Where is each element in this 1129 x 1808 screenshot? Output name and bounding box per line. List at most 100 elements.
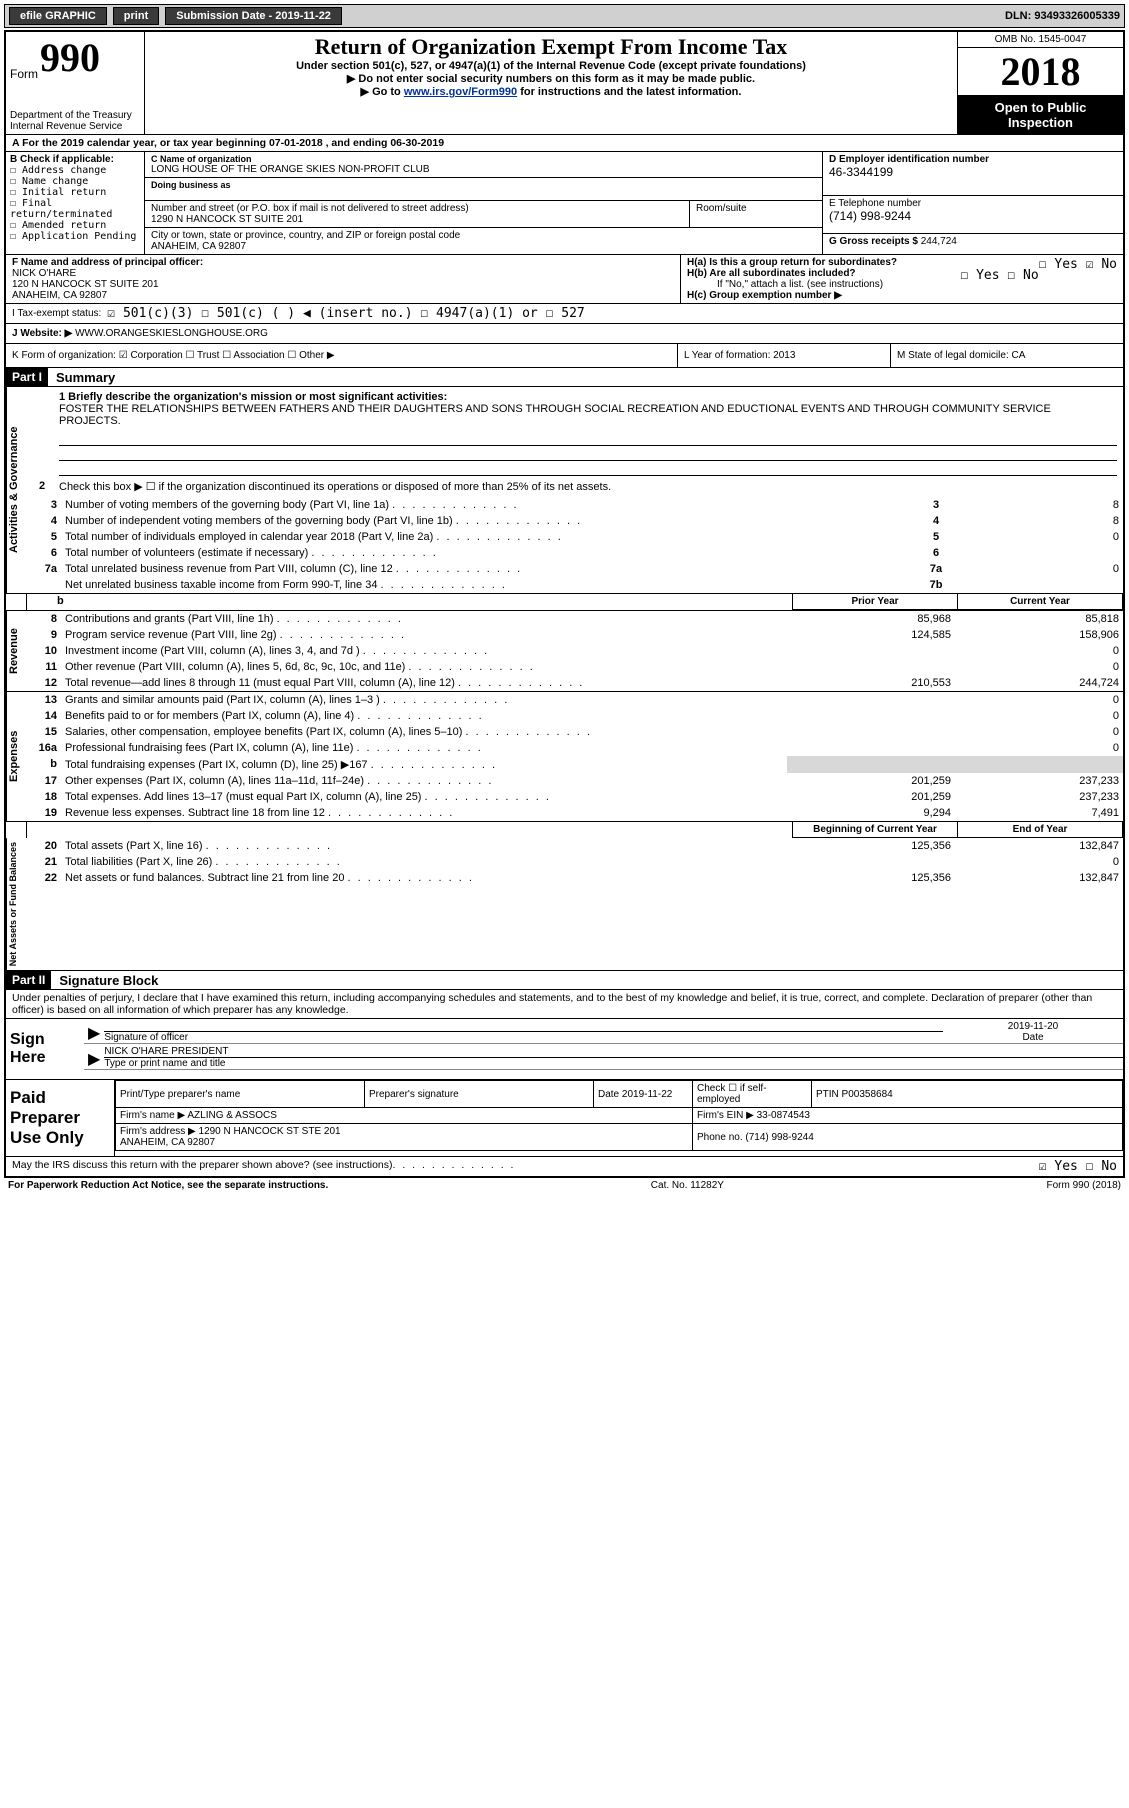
- line-desc: Salaries, other compensation, employee b…: [61, 724, 787, 740]
- submission-date: Submission Date - 2019-11-22: [165, 7, 342, 25]
- line-num: 9: [29, 627, 61, 643]
- dept-treasury: Department of the Treasury: [10, 110, 140, 121]
- line-num: 17: [29, 773, 61, 789]
- tax-year: 2018: [958, 48, 1123, 96]
- line-val: 0: [955, 529, 1123, 545]
- line-desc: Total liabilities (Part X, line 26): [61, 854, 787, 870]
- print-button[interactable]: print: [113, 7, 159, 25]
- line-num: 4: [29, 513, 61, 529]
- curr-year-val: 132,847: [955, 838, 1123, 854]
- line-desc: Professional fundraising fees (Part IX, …: [61, 740, 787, 756]
- prior-year-val: [787, 724, 955, 740]
- line-val: 8: [955, 497, 1123, 513]
- cb-final[interactable]: ☐ Final return/terminated: [10, 198, 140, 220]
- cb-initial[interactable]: ☐ Initial return: [10, 187, 140, 198]
- line-num: 22: [29, 870, 61, 886]
- line-num: 14: [29, 708, 61, 724]
- line-box: 7a: [917, 561, 955, 577]
- prior-year-val: 85,968: [787, 611, 955, 627]
- header-right: OMB No. 1545-0047 2018 Open to Public In…: [957, 32, 1123, 134]
- k-form-org[interactable]: K Form of organization: ☑ Corporation ☐ …: [6, 344, 677, 367]
- section-bcdeg: B Check if applicable: ☐ Address change …: [6, 152, 1123, 255]
- prior-year-val: 201,259: [787, 773, 955, 789]
- footer-cat: Cat. No. 11282Y: [651, 1180, 724, 1191]
- line-num: 19: [29, 805, 61, 821]
- dln: DLN: 93493326005339: [1005, 10, 1120, 22]
- prior-year-val: 125,356: [787, 870, 955, 886]
- line-desc: Number of voting members of the governin…: [61, 497, 917, 513]
- line-num: 20: [29, 838, 61, 854]
- prior-year-val: [787, 659, 955, 675]
- prior-year-val: [787, 854, 955, 870]
- line-val: [955, 577, 1123, 593]
- firm-name: Firm's name ▶ AZLING & ASSOCS: [116, 1108, 693, 1124]
- box-deg: D Employer identification number 46-3344…: [822, 152, 1123, 254]
- firm-phone: Phone no. (714) 998-9244: [693, 1124, 1123, 1151]
- subtitle-2: ▶ Do not enter social security numbers o…: [153, 72, 949, 85]
- cb-pending[interactable]: ☐ Application Pending: [10, 231, 140, 242]
- sign-here-block: Sign Here ▶ Signature of officer 2019-11…: [6, 1019, 1123, 1079]
- line-val: 0: [955, 561, 1123, 577]
- gross-receipts: 244,724: [921, 236, 957, 247]
- line-desc: Number of independent voting members of …: [61, 513, 917, 529]
- footer-left: For Paperwork Reduction Act Notice, see …: [8, 1180, 328, 1191]
- curr-year-val: [955, 756, 1123, 773]
- curr-year-val: 132,847: [955, 870, 1123, 886]
- subtitle-1: Under section 501(c), 527, or 4947(a)(1)…: [153, 60, 949, 72]
- line-desc: Total unrelated business revenue from Pa…: [61, 561, 917, 577]
- tax-status-row: I Tax-exempt status: ☑ 501(c)(3) ☐ 501(c…: [6, 304, 1123, 324]
- declaration: Under penalties of perjury, I declare th…: [6, 990, 1123, 1019]
- footer: For Paperwork Reduction Act Notice, see …: [4, 1178, 1125, 1193]
- curr-year-val: 237,233: [955, 773, 1123, 789]
- website-url: WWW.ORANGESKIESLONGHOUSE.ORG: [75, 328, 268, 339]
- cb-address[interactable]: ☐ Address change: [10, 165, 140, 176]
- cb-amended[interactable]: ☐ Amended return: [10, 220, 140, 231]
- curr-year-val: 0: [955, 854, 1123, 870]
- line-num: 8: [29, 611, 61, 627]
- line-desc: Total number of volunteers (estimate if …: [61, 545, 917, 561]
- box-h: H(a) Is this a group return for subordin…: [681, 255, 1123, 303]
- prior-year-val: [787, 692, 955, 708]
- footer-form: Form 990 (2018): [1047, 1180, 1121, 1191]
- prior-year-val: 9,294: [787, 805, 955, 821]
- prior-year-val: [787, 756, 955, 773]
- vtab-expenses: Expenses: [6, 692, 29, 821]
- prior-year-val: [787, 740, 955, 756]
- tax-status-opts[interactable]: ☑ 501(c)(3) ☐ 501(c) ( ) ◀ (insert no.) …: [107, 306, 584, 321]
- line-num: [29, 577, 61, 593]
- ptin: PTIN P00358684: [812, 1081, 1123, 1108]
- klm-row: K Form of organization: ☑ Corporation ☐ …: [6, 344, 1123, 368]
- line-val: 8: [955, 513, 1123, 529]
- line-num: 11: [29, 659, 61, 675]
- topbar: efile GRAPHIC print Submission Date - 20…: [4, 4, 1125, 28]
- irs-label: Internal Revenue Service: [10, 121, 140, 132]
- ecy-hdr: End of Year: [958, 822, 1123, 838]
- self-employed-cb[interactable]: Check ☐ if self-employed: [693, 1081, 812, 1108]
- form-header: Form 990 Department of the Treasury Inte…: [6, 32, 1123, 135]
- line-num: 10: [29, 643, 61, 659]
- line-box: 7b: [917, 577, 955, 593]
- hb-answer[interactable]: ☐ Yes ☐ No: [960, 268, 1038, 283]
- prior-year-val: [787, 708, 955, 724]
- cb-name[interactable]: ☐ Name change: [10, 176, 140, 187]
- paid-preparer-block: Paid Preparer Use Only Print/Type prepar…: [6, 1079, 1123, 1156]
- paid-preparer-label: Paid Preparer Use Only: [6, 1080, 115, 1156]
- officer-name: NICK O'HARE: [12, 268, 674, 279]
- header-mid: Return of Organization Exempt From Incom…: [145, 32, 957, 134]
- form-title: Return of Organization Exempt From Incom…: [153, 34, 949, 60]
- line-desc: Grants and similar amounts paid (Part IX…: [61, 692, 787, 708]
- firm-address: Firm's address ▶ 1290 N HANCOCK ST STE 2…: [116, 1124, 693, 1151]
- curr-year-val: 0: [955, 708, 1123, 724]
- ha-answer[interactable]: ☐ Yes ☑ No: [1039, 257, 1117, 272]
- vtab-activities: Activities & Governance: [6, 387, 29, 593]
- form-number: 990: [40, 34, 100, 81]
- irs-link[interactable]: www.irs.gov/Form990: [404, 86, 517, 98]
- arrow-icon: ▶: [84, 1023, 104, 1043]
- sign-here-label: Sign Here: [6, 1019, 84, 1079]
- line-desc: Total expenses. Add lines 13–17 (must eq…: [61, 789, 787, 805]
- may-discuss-answer[interactable]: ☑ Yes ☐ No: [1039, 1159, 1117, 1174]
- form-word: Form: [10, 67, 38, 81]
- ein: 46-3344199: [829, 165, 1117, 179]
- prior-year-val: 124,585: [787, 627, 955, 643]
- curr-year-val: 0: [955, 724, 1123, 740]
